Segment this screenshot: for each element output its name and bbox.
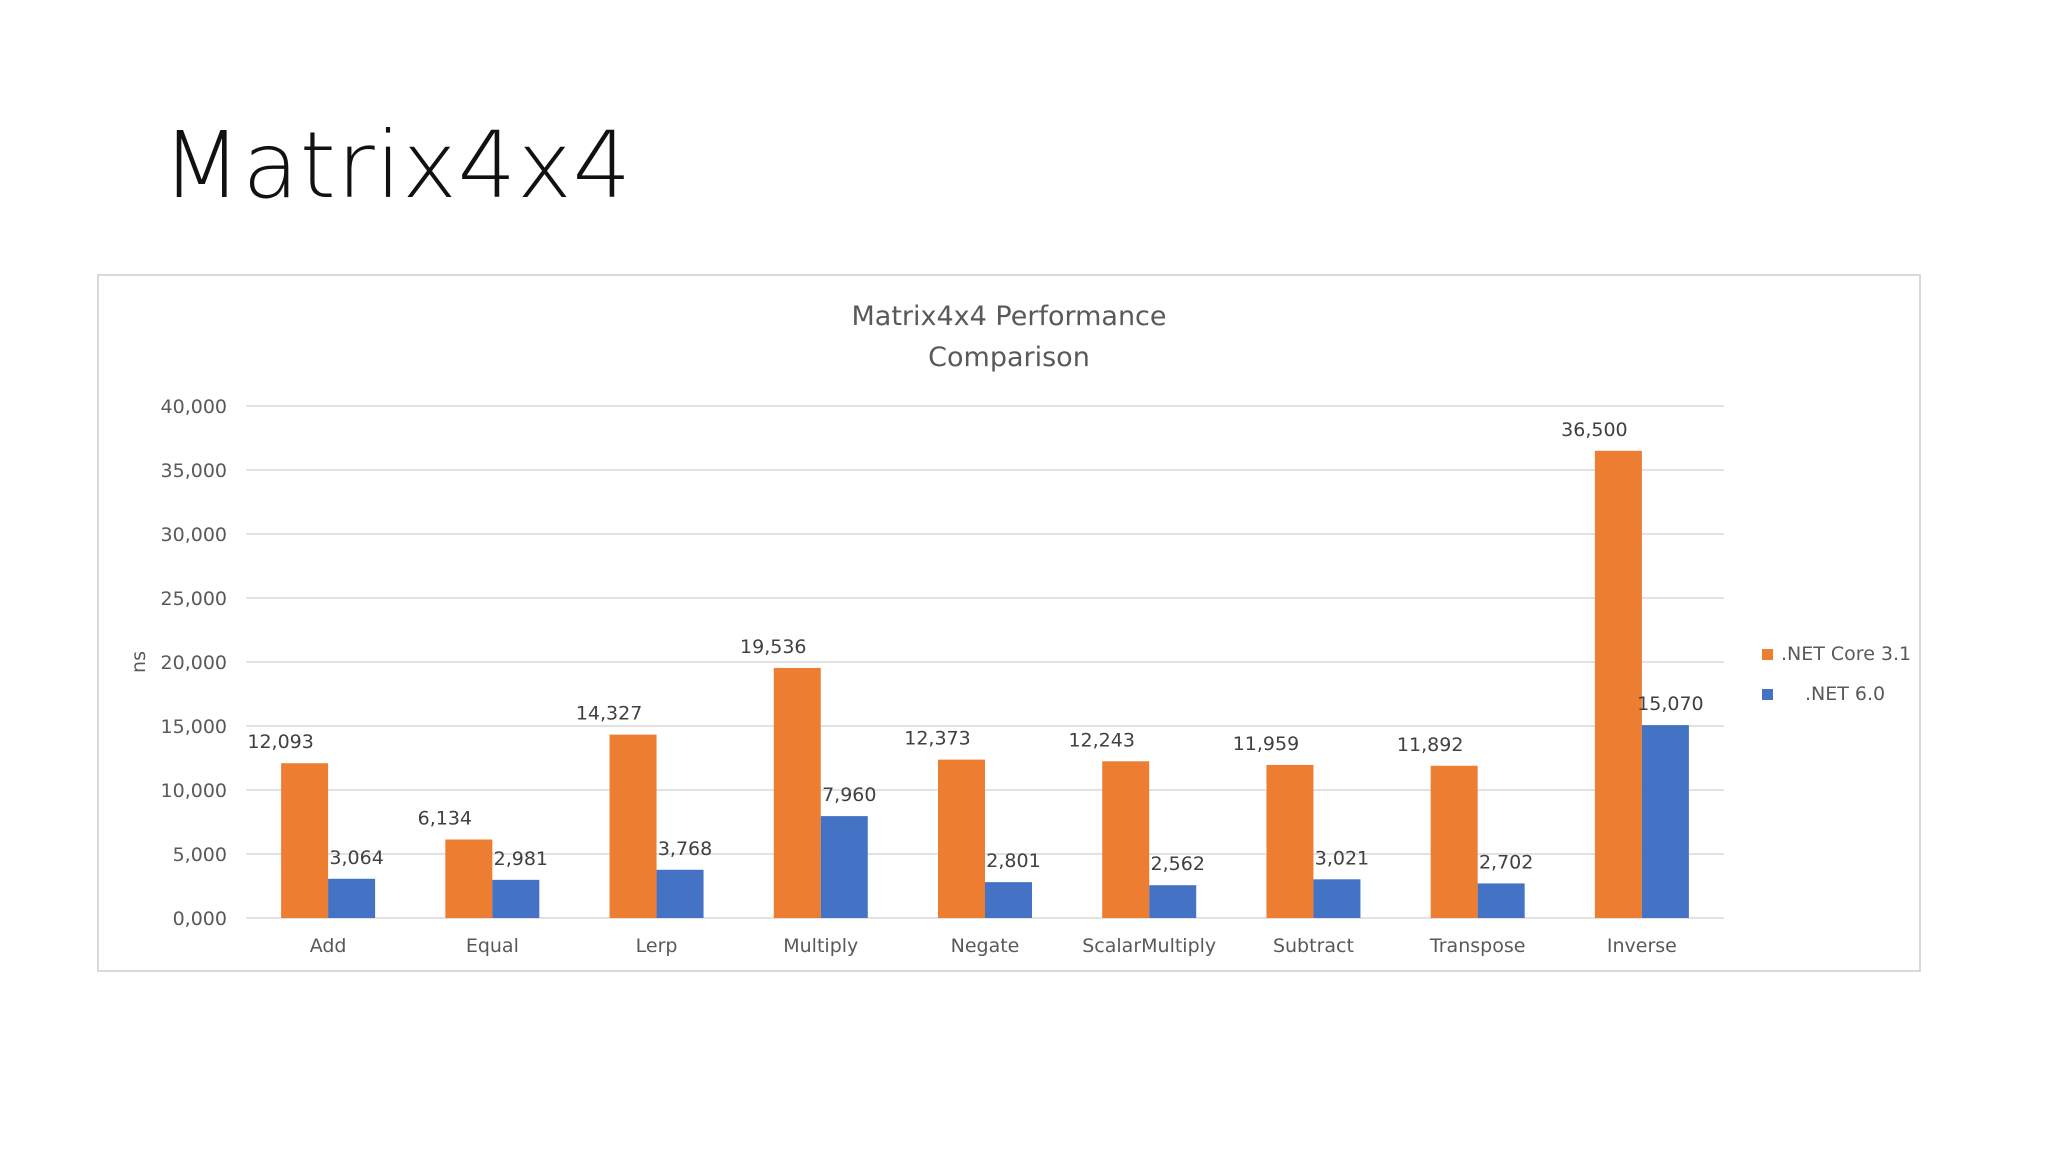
- y-tick-label: 25,000: [161, 588, 227, 610]
- x-category-label: Inverse: [1607, 935, 1677, 957]
- y-tick-label: 15,000: [161, 716, 227, 738]
- bar-netcore31: [445, 839, 493, 918]
- x-axis-categories: Add Equal Lerp Multiply Negate ScalarMultiply…: [310, 935, 1677, 957]
- bar-net60: [492, 879, 540, 918]
- bar-net60: [1149, 885, 1197, 918]
- bar-net60: [1477, 883, 1525, 918]
- data-label: 15,070: [1637, 693, 1703, 715]
- data-label: 11,892: [1397, 734, 1463, 756]
- x-category-label: Multiply: [783, 935, 858, 957]
- legend-swatch-netcore31: [1762, 649, 1773, 660]
- bar-netcore31: [773, 667, 821, 918]
- data-labels: 12,093 3,064 6,134 2,981 14,327 3,768 19,536 7,…: [247, 419, 1703, 875]
- x-category-label: Negate: [951, 935, 1020, 957]
- slide-title: Matrix4x4: [162, 112, 633, 219]
- bar-chart: Matrix4x4 Performance Comparison ns 0,00…: [128, 301, 1911, 957]
- bar-netcore31: [938, 759, 985, 918]
- bar-net60: [820, 816, 868, 918]
- y-tick-label: 30,000: [161, 524, 227, 546]
- y-tick-label: 35,000: [161, 460, 227, 482]
- data-label: 36,500: [1561, 419, 1627, 441]
- bar-net60: [985, 882, 1032, 918]
- data-label: 12,093: [247, 731, 313, 753]
- bar-net60: [656, 869, 704, 918]
- x-category-label: Transpose: [1429, 935, 1525, 957]
- bar-netcore31: [609, 734, 657, 918]
- data-label: 2,801: [986, 850, 1040, 872]
- legend-label: .NET Core 3.1: [1781, 643, 1911, 665]
- chart-title-line-2: Comparison: [928, 342, 1090, 373]
- data-label: 2,981: [494, 848, 548, 870]
- y-tick-label: 10,000: [161, 780, 227, 802]
- x-category-label: ScalarMultiply: [1082, 935, 1216, 957]
- y-axis-label: ns: [128, 651, 150, 673]
- y-tick-label: 5,000: [173, 844, 227, 866]
- data-label: 3,064: [329, 847, 383, 869]
- bar-net60: [1641, 725, 1689, 918]
- x-category-label: Subtract: [1273, 935, 1354, 957]
- chart-frame: Matrix4x4 Performance Comparison ns 0,00…: [97, 274, 1921, 972]
- bars: [281, 450, 1689, 918]
- data-label: 7,960: [822, 784, 876, 806]
- y-tick-label: 20,000: [161, 652, 227, 674]
- legend: .NET Core 3.1 .NET 6.0: [1762, 643, 1911, 705]
- y-tick-label: 0,000: [173, 908, 227, 930]
- x-category-label: Add: [310, 935, 347, 957]
- x-category-label: Lerp: [636, 935, 678, 957]
- x-category-label: Equal: [466, 935, 519, 957]
- bar-netcore31: [281, 763, 329, 918]
- data-label: 11,959: [1233, 733, 1299, 755]
- data-label: 12,243: [1068, 729, 1134, 751]
- bar-net60: [1313, 879, 1361, 918]
- data-label: 3,021: [1315, 847, 1369, 869]
- data-label: 14,327: [576, 703, 642, 725]
- data-label: 2,702: [1479, 851, 1533, 873]
- data-label: 3,768: [658, 838, 712, 860]
- bar-netcore31: [1102, 761, 1150, 918]
- chart-title-line-1: Matrix4x4 Performance: [851, 301, 1166, 332]
- data-label: 2,562: [1151, 853, 1205, 875]
- bar-netcore31: [1430, 765, 1478, 918]
- bar-net60: [328, 878, 376, 918]
- legend-swatch-net60: [1762, 689, 1773, 700]
- data-label: 12,373: [904, 728, 970, 750]
- data-label: 19,536: [740, 636, 806, 658]
- bar-netcore31: [1594, 450, 1642, 918]
- bar-netcore31: [1266, 764, 1314, 918]
- y-axis-ticks: 0,000 5,000 10,000 15,000 20,000 25,000 30,000…: [161, 396, 227, 930]
- legend-label: .NET 6.0: [1805, 683, 1885, 705]
- data-label: 6,134: [418, 807, 472, 829]
- y-tick-label: 40,000: [161, 396, 227, 418]
